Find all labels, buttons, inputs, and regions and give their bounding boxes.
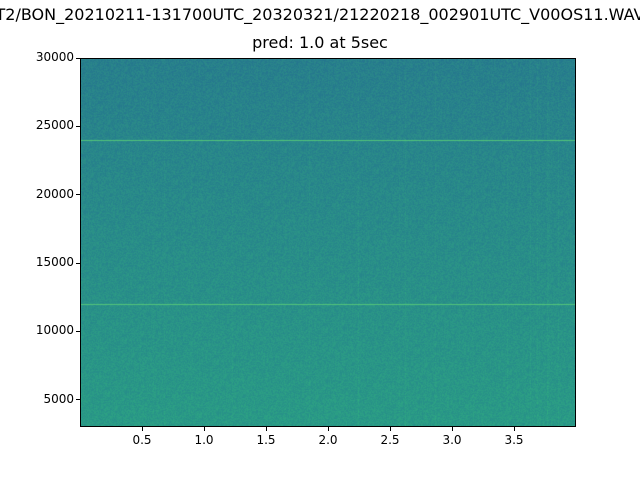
x-tick-mark <box>141 427 143 431</box>
spectrogram-plot <box>80 58 576 427</box>
y-tick-label: 15000 <box>35 255 74 269</box>
x-tick-mark <box>203 427 205 431</box>
chart-title: T2/BON_20210211-131700UTC_20320321/21220… <box>0 5 640 24</box>
y-tick-mark <box>76 194 80 196</box>
y-tick-mark <box>76 262 80 264</box>
x-tick-mark <box>265 427 267 431</box>
x-tick-label: 2.5 <box>380 433 400 447</box>
x-tick-label: 1.5 <box>256 433 276 447</box>
y-tick-mark <box>76 330 80 332</box>
chart-subtitle: pred: 1.0 at 5sec <box>252 33 388 52</box>
x-tick-mark <box>513 427 515 431</box>
x-tick-mark <box>389 427 391 431</box>
x-tick-label: 1.0 <box>194 433 214 447</box>
y-tick-mark <box>76 399 80 401</box>
y-tick-label: 5000 <box>43 391 74 406</box>
y-tick-label: 25000 <box>35 118 74 133</box>
x-tick-label: 0.5 <box>132 433 152 447</box>
x-tick-mark <box>327 427 329 431</box>
y-tick-mark <box>76 125 80 127</box>
x-tick-label: 3.0 <box>442 433 462 447</box>
x-tick-label: 2.0 <box>318 433 338 447</box>
spectrogram-image <box>81 59 575 426</box>
y-tick-mark <box>76 57 80 59</box>
y-tick-label: 10000 <box>35 323 74 338</box>
y-tick-label: 30000 <box>35 50 74 64</box>
y-tick-label: 20000 <box>35 186 74 201</box>
x-tick-mark <box>451 427 453 431</box>
x-tick-label: 3.5 <box>504 433 524 447</box>
